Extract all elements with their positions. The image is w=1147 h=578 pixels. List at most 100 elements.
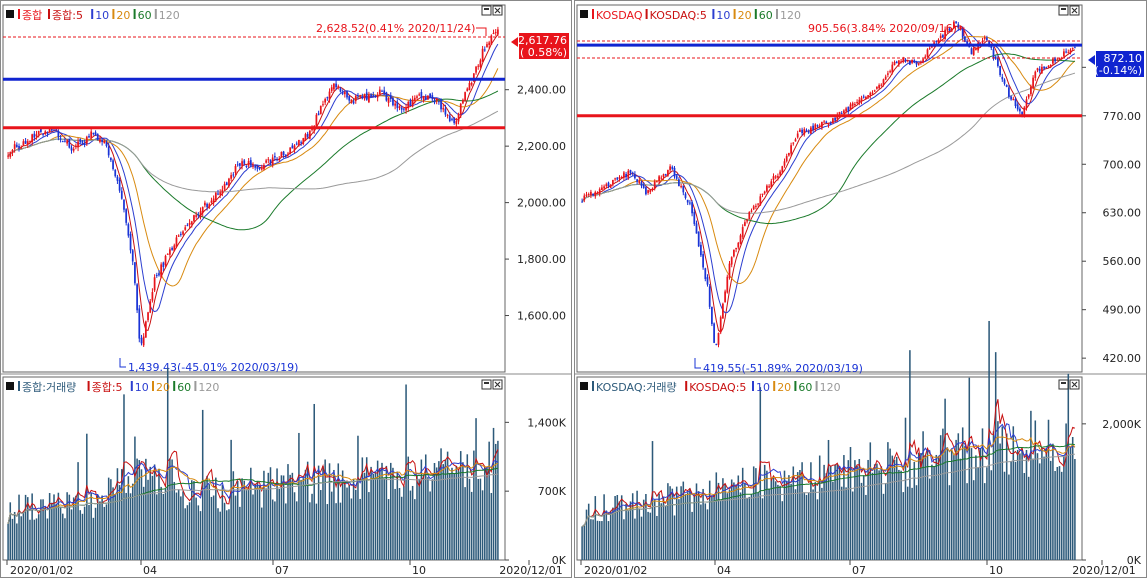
- volume-bar: [614, 496, 616, 560]
- price-axis-label: 490.00: [1103, 304, 1142, 317]
- candle-body: [9, 151, 12, 157]
- candle-body: [298, 139, 300, 146]
- volume-bar: [300, 479, 302, 560]
- candle-body: [803, 129, 806, 135]
- volume-bar: [455, 465, 458, 560]
- candle-body: [64, 140, 66, 142]
- panel-maximize-icon[interactable]: [481, 379, 492, 390]
- candle-body: [592, 193, 594, 196]
- volume-bar: [295, 501, 298, 560]
- volume-bar: [1014, 461, 1017, 560]
- volume-bar: [774, 481, 777, 560]
- kospi-chart-canvas[interactable]: 2,400.00 2,200.00 2,000.00 1,800.00 1,600.00…: [0, 0, 572, 578]
- volume-bar: [59, 506, 62, 560]
- low-price-label: 419.55(-51.89% 2020/03/19): [703, 362, 863, 375]
- candle-body: [1030, 86, 1032, 95]
- panel-close-icon[interactable]: [492, 379, 503, 390]
- volume-bar: [761, 498, 764, 560]
- volume-bar: [801, 462, 803, 560]
- volume-bar: [693, 495, 696, 560]
- kosdaq-chart-panel[interactable]: 840.00770.00700.00630.00560.00490.00420.…: [574, 0, 1147, 578]
- candle-body: [284, 154, 287, 157]
- candle-body: [171, 247, 173, 250]
- panel-maximize-icon[interactable]: [1058, 379, 1069, 390]
- candle-body: [403, 108, 405, 110]
- volume-bar: [75, 495, 77, 560]
- panel-close-icon[interactable]: [1069, 5, 1080, 16]
- volume-bar: [752, 466, 755, 560]
- candle-body: [741, 227, 744, 237]
- volume-bar: [662, 497, 665, 560]
- legend-main-label: 종합: [22, 9, 42, 22]
- date-axis-label: 07: [852, 564, 866, 577]
- volume-bar: [642, 499, 645, 560]
- volume-bar: [990, 470, 993, 560]
- volume-bar: [1041, 448, 1043, 560]
- volume-bar: [20, 516, 22, 560]
- volume-bar: [215, 477, 217, 560]
- candle-body: [691, 202, 693, 214]
- candle-body: [435, 98, 438, 101]
- kosdaq-chart-canvas[interactable]: 840.00770.00700.00630.00560.00490.00420.…: [574, 0, 1147, 578]
- volume-bar: [691, 511, 693, 560]
- volume-bar: [22, 512, 25, 560]
- candle-body: [354, 95, 357, 102]
- candle-body: [151, 292, 154, 301]
- candle-body: [267, 159, 270, 161]
- kospi-chart-panel[interactable]: 2,400.00 2,200.00 2,000.00 1,800.00 1,600.00…: [0, 0, 572, 578]
- volume-bar: [446, 451, 449, 560]
- candle-body: [873, 90, 876, 92]
- candle-body: [315, 114, 318, 127]
- volume-bar: [728, 490, 731, 560]
- volume-bar: [449, 472, 451, 560]
- volume-bar: [878, 470, 880, 560]
- volume-bar: [494, 443, 497, 560]
- candle-body: [109, 157, 112, 161]
- legend-ma120-label: 120: [780, 9, 801, 22]
- volume-bar: [195, 497, 197, 560]
- volume-bar: [31, 493, 33, 560]
- volume-bar: [706, 509, 709, 560]
- candle-body: [420, 92, 423, 98]
- panel-close-icon[interactable]: [492, 5, 503, 16]
- close-x: [1071, 381, 1078, 388]
- volume-bar: [175, 492, 178, 560]
- volume-bar: [324, 459, 326, 560]
- volume-bar: [823, 464, 825, 560]
- candle-body: [131, 250, 134, 262]
- volume-bar: [944, 398, 946, 560]
- panel-close-icon[interactable]: [1069, 379, 1080, 390]
- candle-body: [483, 49, 486, 51]
- candle-body: [933, 42, 935, 45]
- candle-body: [103, 141, 106, 144]
- volume-bar: [845, 487, 847, 560]
- volume-bar: [317, 465, 320, 560]
- maximize-frame: [1058, 379, 1069, 390]
- candle-body: [44, 131, 47, 135]
- candle-body: [308, 130, 311, 139]
- volume-bar: [900, 470, 902, 560]
- candle-body: [206, 203, 208, 208]
- volume-bar: [609, 510, 612, 560]
- volume-bar: [407, 456, 410, 560]
- volume-bar: [726, 493, 729, 560]
- candle-body: [1058, 57, 1061, 60]
- volume-bar: [346, 487, 348, 560]
- panel-maximize-icon[interactable]: [481, 5, 492, 16]
- volume-bar: [1056, 466, 1059, 560]
- candle-body: [466, 88, 469, 92]
- candle-body: [810, 127, 812, 134]
- candle-body: [1065, 51, 1067, 53]
- volume-bar: [217, 508, 219, 560]
- candle-body: [1049, 65, 1052, 67]
- legend-ma120-label: 120: [820, 381, 841, 394]
- candle-body: [889, 71, 891, 73]
- panel-maximize-icon[interactable]: [1058, 5, 1069, 16]
- volume-bar: [57, 492, 60, 560]
- volume-bar: [457, 470, 460, 560]
- candle-body: [783, 161, 786, 166]
- volume-bar: [618, 501, 621, 560]
- price-plot-area[interactable]: [2, 4, 506, 373]
- volume-bar: [420, 459, 423, 560]
- volume-bar: [935, 454, 938, 560]
